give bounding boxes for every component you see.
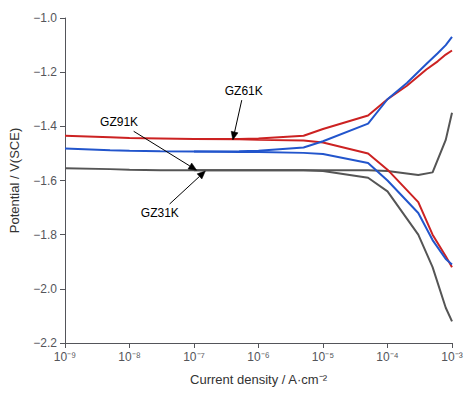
svg-text:−1.2: −1.2: [33, 65, 57, 79]
svg-text:Potential / V(SCE): Potential / V(SCE): [7, 128, 22, 234]
svg-text:10⁻⁶: 10⁻⁶: [247, 350, 269, 364]
svg-text:10⁻⁸: 10⁻⁸: [118, 350, 140, 364]
svg-text:−1.6: −1.6: [33, 174, 57, 188]
svg-text:10⁻³: 10⁻³: [441, 350, 462, 364]
svg-text:10⁻⁷: 10⁻⁷: [183, 350, 205, 364]
svg-text:−1.8: −1.8: [33, 228, 57, 242]
svg-text:10⁻⁵: 10⁻⁵: [312, 350, 334, 364]
svg-text:Current density / A·cm⁻²: Current density / A·cm⁻²: [190, 372, 328, 387]
svg-text:−2.2: −2.2: [33, 336, 57, 350]
svg-text:GZ31K: GZ31K: [141, 206, 179, 220]
svg-text:−2.0: −2.0: [33, 282, 57, 296]
svg-text:10⁻⁴: 10⁻⁴: [376, 350, 399, 364]
svg-text:−1.4: −1.4: [33, 119, 57, 133]
svg-text:GZ91K: GZ91K: [100, 115, 138, 129]
svg-text:−1.0: −1.0: [33, 11, 57, 25]
svg-text:10⁻⁹: 10⁻⁹: [54, 350, 77, 364]
svg-text:GZ61K: GZ61K: [225, 84, 263, 98]
